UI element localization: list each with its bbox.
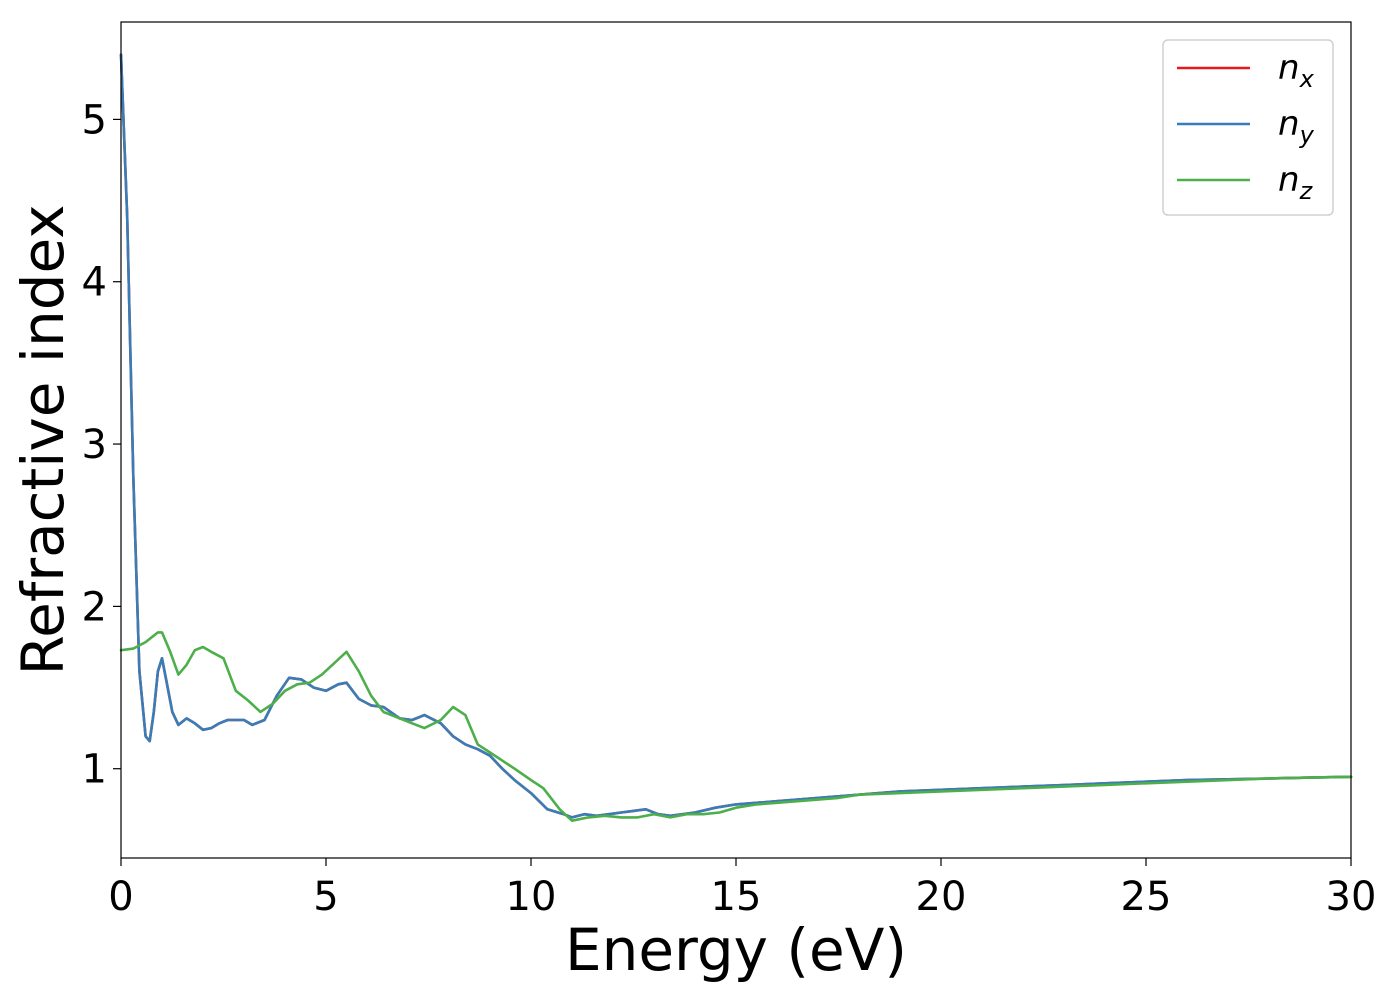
y-tick-label: 4 <box>82 260 107 306</box>
series-layer <box>119 53 1353 823</box>
legend-label-z: nz <box>1278 160 1314 205</box>
y-tick-label: 3 <box>82 422 107 468</box>
x-tick-label: 10 <box>506 874 557 920</box>
x-tick-label: 15 <box>711 874 762 920</box>
legend-items: nx ny nz <box>1177 48 1315 205</box>
legend-label-y: ny <box>1278 104 1315 149</box>
y-tick-label: 2 <box>82 584 107 630</box>
x-tick-label: 0 <box>108 874 133 920</box>
x-axis-label: Energy (eV) <box>565 916 907 984</box>
x-tick-label: 30 <box>1326 874 1377 920</box>
series-line-z <box>119 631 1353 823</box>
x-tick-label: 5 <box>313 874 338 920</box>
y-tick-label: 1 <box>82 747 107 793</box>
legend-label-x: nx <box>1278 48 1315 93</box>
x-axis-ticks: 0 5 10 15 20 25 30 <box>108 858 1376 920</box>
y-axis-label: Refractive index <box>9 204 77 675</box>
x-tick-label: 25 <box>1121 874 1172 920</box>
y-axis-ticks: 1 2 3 4 5 <box>82 97 121 793</box>
x-tick-label: 20 <box>916 874 967 920</box>
legend-box <box>1162 39 1334 216</box>
y-tick-label: 5 <box>82 97 107 143</box>
legend: nx ny nz <box>1162 39 1334 216</box>
